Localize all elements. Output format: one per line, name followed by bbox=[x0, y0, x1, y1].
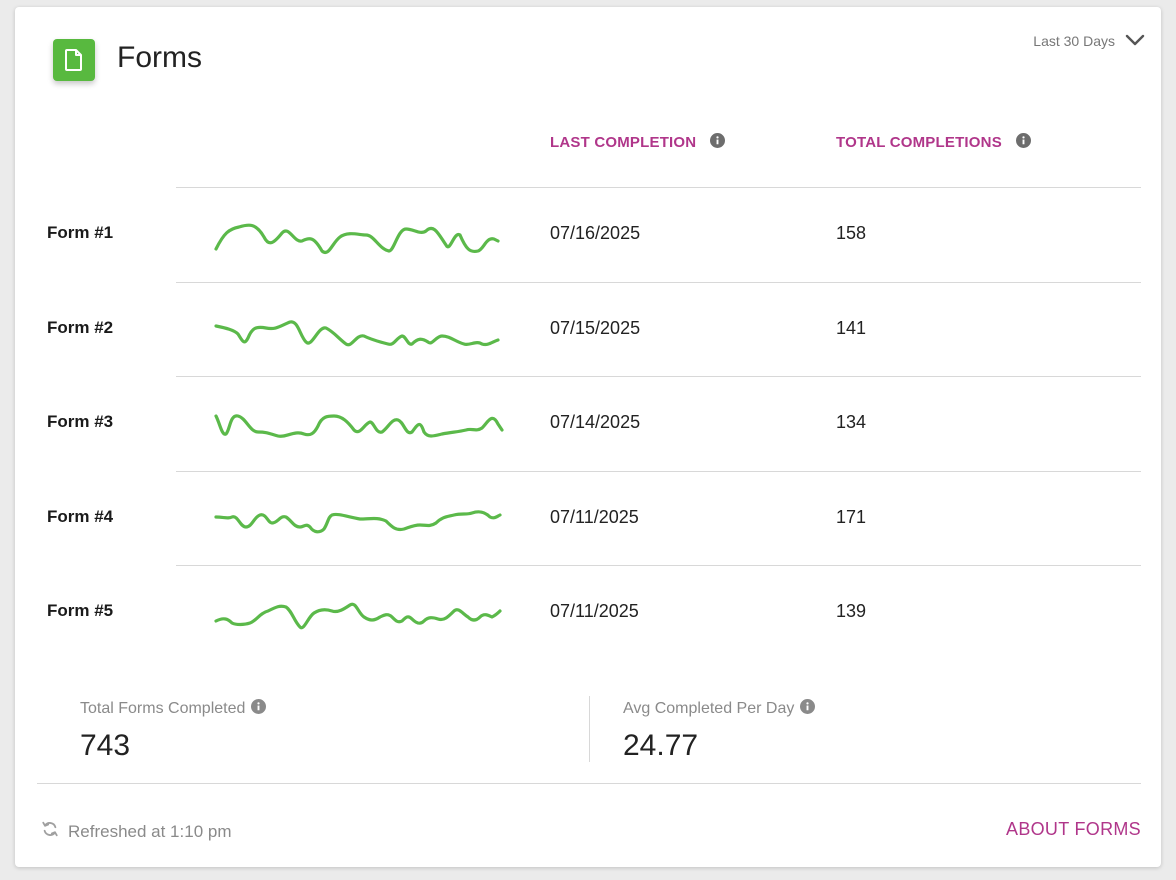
card-title: Forms bbox=[117, 41, 202, 74]
form-name: Form #2 bbox=[47, 317, 114, 337]
date-range-label: Last 30 Days bbox=[1033, 32, 1115, 49]
document-icon bbox=[53, 39, 95, 81]
total-completions-count: 134 bbox=[836, 412, 867, 432]
table-row[interactable]: Form #2 07/15/2025 141 bbox=[15, 281, 1161, 377]
stat-label-text: Avg Completed Per Day bbox=[623, 700, 795, 717]
total-completions-count: 141 bbox=[836, 317, 867, 338]
stat-value: 24.77 bbox=[623, 729, 699, 762]
table-row[interactable]: Form #5 07/11/2025 139 bbox=[15, 565, 1161, 660]
info-icon[interactable] bbox=[710, 133, 726, 152]
last-completion-date: 07/11/2025 bbox=[550, 506, 639, 527]
sparkline bbox=[214, 414, 504, 438]
refresh-icon bbox=[41, 820, 59, 843]
column-header-last-completion: LAST COMPLETION bbox=[550, 133, 726, 152]
sparkline bbox=[214, 319, 500, 346]
date-range-dropdown[interactable]: Last 30 Days bbox=[1033, 31, 1145, 50]
last-completion-date: 07/15/2025 bbox=[550, 317, 641, 338]
form-name: Form #1 bbox=[47, 223, 114, 242]
stat-label-text: Total Forms Completed bbox=[80, 700, 246, 717]
form-name: Form #3 bbox=[47, 412, 114, 431]
footer-divider bbox=[37, 783, 1141, 784]
info-icon[interactable] bbox=[800, 699, 816, 719]
form-name: Form #5 bbox=[47, 601, 114, 620]
chevron-down-icon bbox=[1125, 31, 1145, 50]
column-header-label: LAST COMPLETION bbox=[550, 134, 697, 151]
stat-label: Total Forms Completed bbox=[80, 699, 267, 719]
about-forms-link[interactable]: ABOUT FORMS bbox=[1006, 819, 1141, 839]
stat-divider bbox=[589, 696, 590, 762]
stat-label: Avg Completed Per Day bbox=[623, 699, 816, 719]
column-header-label: TOTAL COMPLETIONS bbox=[836, 134, 1002, 151]
row-divider bbox=[176, 470, 1141, 472]
total-completions-count: 139 bbox=[836, 601, 867, 621]
refresh-status[interactable]: Refreshed at 1:10 pm bbox=[41, 820, 231, 843]
sparkline bbox=[214, 602, 502, 630]
stat-avg-per-day: Avg Completed Per Day 24.77 bbox=[623, 699, 816, 763]
form-name: Form #4 bbox=[47, 506, 114, 526]
last-completion-date: 07/16/2025 bbox=[550, 223, 641, 243]
refresh-text: Refreshed at 1:10 pm bbox=[68, 821, 232, 841]
table-row[interactable]: Form #4 07/11/2025 171 bbox=[15, 470, 1161, 566]
sparkline bbox=[214, 223, 500, 254]
column-header-total-completions: TOTAL COMPLETIONS bbox=[836, 133, 1031, 152]
row-divider bbox=[176, 281, 1141, 283]
sparkline bbox=[214, 509, 502, 533]
stat-total-forms: Total Forms Completed 743 bbox=[80, 699, 267, 763]
table-row[interactable]: Form #1 07/16/2025 158 bbox=[15, 187, 1161, 282]
stat-value: 743 bbox=[80, 729, 131, 762]
table-row[interactable]: Form #3 07/14/2025 134 bbox=[15, 376, 1161, 471]
row-divider bbox=[176, 565, 1141, 566]
last-completion-date: 07/11/2025 bbox=[550, 601, 639, 621]
forms-card: Forms Last 30 Days LAST COMPLETION TOTAL… bbox=[15, 7, 1161, 867]
forms-table: Form #1 07/16/2025 158 Form #2 07/15/202… bbox=[15, 187, 1161, 660]
info-icon[interactable] bbox=[1015, 133, 1031, 152]
row-divider bbox=[176, 376, 1141, 377]
last-completion-date: 07/14/2025 bbox=[550, 412, 641, 432]
info-icon[interactable] bbox=[251, 699, 267, 719]
total-completions-count: 171 bbox=[836, 506, 867, 527]
total-completions-count: 158 bbox=[836, 223, 867, 243]
row-divider bbox=[176, 187, 1141, 188]
